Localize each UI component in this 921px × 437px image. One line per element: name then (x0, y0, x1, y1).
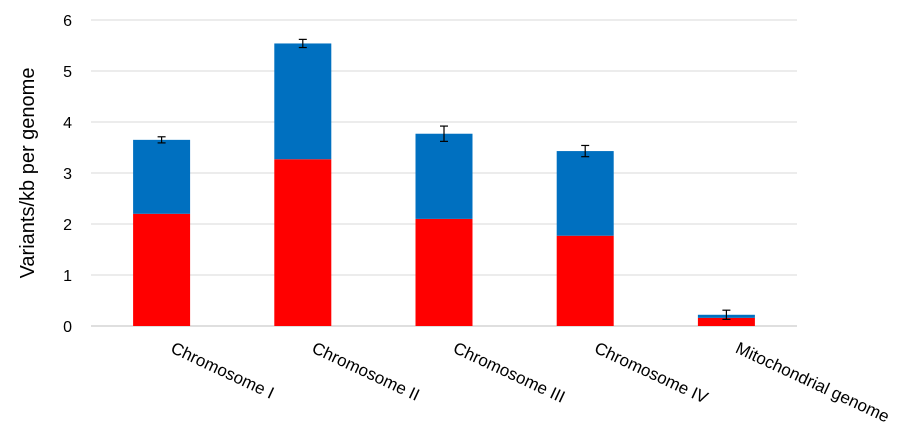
error-bar (440, 125, 448, 142)
error-bars (157, 38, 731, 320)
x-category-label: Chromosome IV (592, 338, 712, 407)
y-tick-labels: 0 1 2 3 4 5 6 (63, 13, 72, 336)
bar-segment-1 (697, 317, 755, 326)
error-bar (298, 38, 307, 49)
bar-segment-1 (556, 235, 614, 326)
y-tick-label: 5 (63, 64, 72, 81)
y-tick-label: 4 (63, 115, 72, 132)
bar-segment-1 (274, 159, 332, 326)
bar-segment-2 (274, 43, 332, 160)
y-tick-label: 3 (63, 166, 72, 183)
x-category-label: Mitochondrial genome (733, 338, 893, 426)
bar-segment-2 (133, 139, 191, 214)
error-bar (157, 136, 166, 144)
y-axis-title: Variants/kb per genome (17, 68, 39, 279)
x-category-label: Chromosome II (309, 338, 422, 404)
bar-segment-2 (415, 133, 473, 219)
bars (133, 43, 755, 326)
y-tick-label: 2 (63, 217, 72, 234)
x-category-labels: Chromosome I Chromosome II Chromosome III C… (168, 338, 892, 426)
bar-segment-1 (415, 218, 473, 326)
x-category-label: Chromosome I (168, 338, 277, 402)
y-tick-label: 0 (63, 319, 72, 336)
error-bar (722, 309, 731, 320)
bar-segment-1 (133, 213, 191, 326)
y-tick-label: 1 (63, 268, 72, 285)
error-bar (581, 144, 590, 158)
x-category-label: Chromosome III (450, 338, 568, 406)
y-tick-label: 6 (63, 13, 72, 30)
bar-segment-2 (556, 151, 614, 236)
